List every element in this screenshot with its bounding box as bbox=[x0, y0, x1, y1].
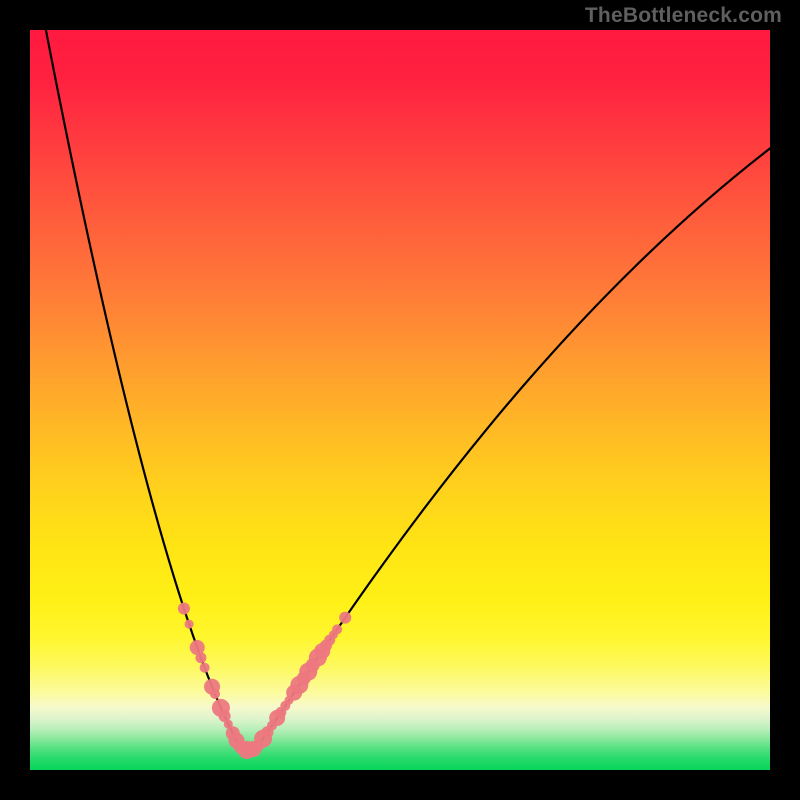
data-marker bbox=[178, 602, 190, 614]
watermark-text: TheBottleneck.com bbox=[585, 4, 782, 28]
data-marker bbox=[210, 689, 220, 699]
data-marker bbox=[332, 624, 342, 634]
gradient-background bbox=[30, 30, 770, 770]
data-marker bbox=[195, 652, 206, 663]
plot-area bbox=[30, 30, 770, 770]
data-marker bbox=[200, 663, 210, 673]
data-marker bbox=[185, 620, 194, 629]
chart-frame: TheBottleneck.com bbox=[0, 0, 800, 800]
plot-svg bbox=[30, 30, 770, 770]
data-marker bbox=[339, 612, 351, 624]
